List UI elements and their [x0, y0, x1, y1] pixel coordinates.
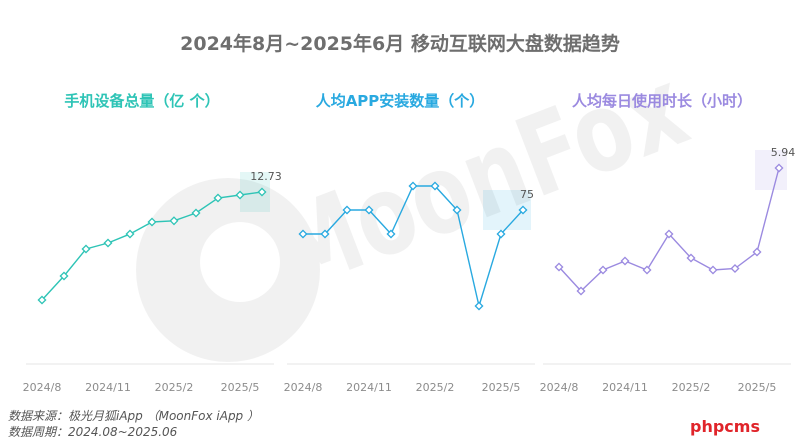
- panel-title: 手机设备总量（亿 个）: [64, 92, 219, 110]
- data-point: [408, 181, 418, 191]
- watermark-logo-circle: [136, 178, 320, 362]
- site-badge: phpcms: [690, 417, 760, 436]
- last-value-label: 75: [520, 188, 534, 201]
- data-point: [452, 205, 462, 215]
- footer-period: 数据周期：2024.08~2025.06: [8, 425, 178, 439]
- data-point: [686, 253, 696, 263]
- data-point: [774, 163, 784, 173]
- data-point: [298, 229, 308, 239]
- data-point: [518, 205, 528, 215]
- x-tick-label: 2024/11: [85, 381, 131, 394]
- data-point: [213, 193, 223, 203]
- data-point: [598, 265, 608, 275]
- panel-title: 人均每日使用时长（小时）: [572, 92, 752, 110]
- data-point: [169, 216, 179, 226]
- x-tick-label: 2025/5: [221, 381, 260, 394]
- data-point: [430, 181, 440, 191]
- data-point: [257, 187, 267, 197]
- data-point: [496, 229, 506, 239]
- watermark-text: MoonFox: [255, 43, 702, 317]
- x-tick-label: 2024/8: [284, 381, 323, 394]
- data-point: [474, 301, 484, 311]
- x-tick-label: 2025/2: [155, 381, 194, 394]
- panels: 手机设备总量（亿 个） 12.73 2024/8 2024/11 2025/2 2025/…: [23, 92, 796, 394]
- x-tick-label: 2025/2: [416, 381, 455, 394]
- moonfox-watermark: MoonFox: [136, 43, 703, 362]
- x-tick-label: 2025/5: [738, 381, 777, 394]
- data-point: [235, 190, 245, 200]
- panel-title: 人均APP安装数量（个）: [316, 92, 485, 110]
- chart-title: 2024年8月~2025年6月 移动互联网大盘数据趋势: [180, 32, 620, 55]
- data-point: [664, 229, 674, 239]
- data-point: [320, 229, 330, 239]
- data-point: [125, 229, 135, 239]
- x-tick-label: 2025/5: [482, 381, 521, 394]
- site-badge-text: phpcms: [690, 417, 760, 436]
- x-tick-label: 2024/11: [602, 381, 648, 394]
- data-point: [191, 208, 201, 218]
- x-tick-label: 2024/11: [346, 381, 392, 394]
- data-point: [708, 265, 718, 275]
- footer-source: 数据来源：极光月狐iApp （MoonFox iApp ）: [8, 409, 259, 423]
- data-point: [730, 263, 740, 274]
- last-value-label: 5.94: [771, 146, 796, 159]
- data-point: [81, 244, 91, 254]
- data-point: [576, 286, 586, 296]
- x-tick-label: 2024/8: [540, 381, 579, 394]
- panel-device-total: 手机设备总量（亿 个） 12.73 2024/8 2024/11 2025/2 2025/…: [23, 92, 282, 394]
- data-point: [37, 295, 47, 305]
- x-tick-label: 2025/2: [672, 381, 711, 394]
- data-point: [642, 265, 652, 275]
- watermark-logo-hole: [200, 222, 280, 302]
- data-point: [147, 217, 157, 227]
- data-point: [752, 247, 762, 257]
- last-value-label: 12.73: [250, 170, 282, 183]
- data-point: [364, 205, 374, 215]
- data-point: [59, 271, 69, 281]
- panel-daily-usage: 人均每日使用时长（小时） 5.94 2024/8 2024/11 2025/2 2025/…: [540, 92, 796, 394]
- data-point: [103, 238, 113, 248]
- panel-app-installs: 人均APP安装数量（个） 75 2024/8 2024/11 2025/2 2025/5: [284, 92, 535, 394]
- data-point: [620, 256, 630, 266]
- highlight-box: [755, 150, 787, 190]
- x-tick-label: 2024/8: [23, 381, 62, 394]
- data-point: [554, 262, 564, 272]
- data-point: [386, 229, 396, 239]
- data-point: [342, 205, 352, 215]
